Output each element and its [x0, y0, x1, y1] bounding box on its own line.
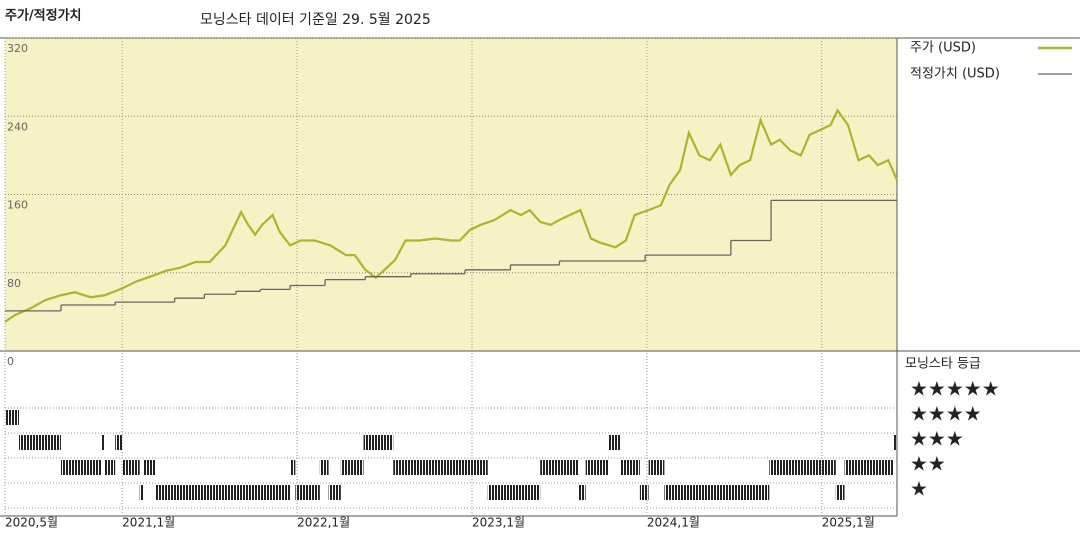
- x-tick-label: 2021,1월: [122, 516, 175, 530]
- rating-bar: [340, 460, 364, 475]
- rating-bar: [101, 435, 105, 450]
- rating-bar: [585, 460, 609, 475]
- rating-bar: [844, 460, 894, 475]
- rating-label: ★★★★★: [910, 377, 1000, 401]
- rating-label: ★★★: [910, 427, 964, 451]
- legend-label: 적정가치 (USD): [910, 67, 1000, 82]
- rating-bar: [893, 435, 897, 450]
- chart-title: 주가/적정가치: [5, 8, 82, 24]
- x-tick-label: 2020,5월: [5, 516, 58, 530]
- rating-bar: [290, 460, 296, 475]
- rating-bar: [60, 460, 102, 475]
- rating-bar: [608, 435, 621, 450]
- rating-bar: [769, 460, 836, 475]
- rating-title: 모닝스타 등급: [905, 357, 981, 372]
- rating-bar: [835, 485, 845, 500]
- price-line: [4, 108, 899, 323]
- rating-bar: [639, 485, 649, 500]
- plot-background: [5, 38, 897, 351]
- y-tick-label: 160: [7, 199, 28, 212]
- x-tick-label: 2024,1월: [647, 516, 700, 530]
- rating-label: ★★★★: [910, 402, 982, 426]
- rating-bar: [487, 485, 541, 500]
- rating-bar: [363, 435, 394, 450]
- rating-bar: [393, 460, 488, 475]
- rating-bar: [143, 460, 156, 475]
- chart-subtitle: 모닝스타 데이터 기준일 29. 5월 2025: [200, 12, 431, 28]
- rating-bar: [295, 485, 320, 500]
- legend-label: 주가 (USD): [910, 41, 976, 56]
- y-tick-label: 240: [7, 120, 28, 133]
- rating-bar: [648, 460, 665, 475]
- rating-bar: [578, 485, 586, 500]
- rating-bar: [319, 460, 329, 475]
- rating-bar: [139, 485, 144, 500]
- y-tick-label: 80: [7, 277, 21, 290]
- rating-bar: [115, 435, 123, 450]
- rating-bar: [664, 485, 770, 500]
- x-tick-label: 2023,1월: [472, 516, 525, 530]
- rating-bar: [155, 485, 291, 500]
- x-tick-label: 2025,1월: [822, 516, 875, 530]
- rating-bar: [328, 485, 341, 500]
- rating-bar: [18, 435, 61, 450]
- y-tick-label: 0: [7, 355, 14, 368]
- y-tick-label: 320: [7, 42, 28, 55]
- x-tick-label: 2022,1월: [297, 516, 350, 530]
- rating-bar: [5, 410, 19, 425]
- rating-bar: [104, 460, 116, 475]
- rating-label: ★★: [910, 452, 946, 476]
- rating-bar: [122, 460, 140, 475]
- rating-bar: [540, 460, 579, 475]
- rating-bar: [620, 460, 640, 475]
- rating-label: ★: [910, 477, 928, 501]
